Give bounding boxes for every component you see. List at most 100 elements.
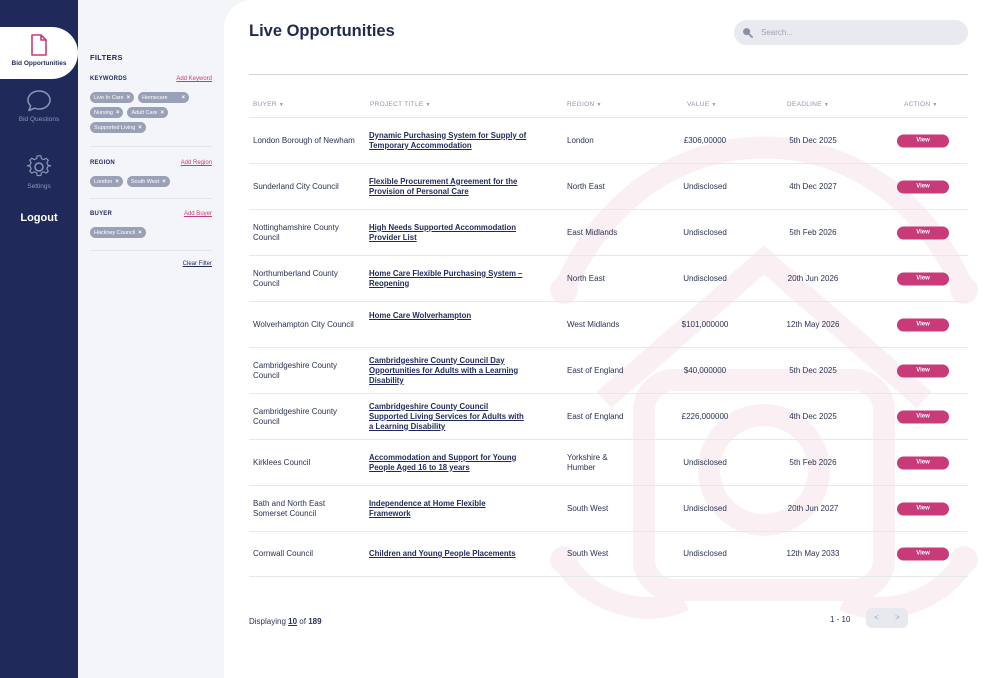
remove-chip-icon[interactable]: × xyxy=(160,109,164,116)
keyword-chip: Homecare × xyxy=(138,92,190,103)
deadline-cell: 5th Dec 2025 xyxy=(789,135,837,145)
add-region-link[interactable]: Add Region xyxy=(180,160,212,166)
deadline-cell: 5th Feb 2026 xyxy=(789,457,837,467)
project-link[interactable]: Dynamic Purchasing System for Supply of … xyxy=(369,130,527,150)
buyer-cell: Cornwall Council xyxy=(253,549,314,558)
remove-chip-icon[interactable]: × xyxy=(126,94,131,101)
view-button[interactable]: View xyxy=(897,318,949,331)
table-row: Wolverhampton City Council Home Care Wol… xyxy=(249,301,968,347)
view-button[interactable]: View xyxy=(897,410,949,423)
column-header-region[interactable]: REGION ▼ xyxy=(567,101,602,108)
view-button[interactable]: View xyxy=(897,547,949,561)
sort-caret-icon: ▼ xyxy=(823,102,830,108)
view-button[interactable]: View xyxy=(897,226,949,239)
deadline-cell: 5th Dec 2025 xyxy=(789,365,837,375)
results-shown: 10 xyxy=(288,617,298,626)
project-link[interactable]: Home Care Wolverhampton xyxy=(369,310,472,320)
table-row: Cambridgeshire County Council Cambridges… xyxy=(249,393,968,439)
add-keyword-link[interactable]: Add Keyword xyxy=(176,76,212,82)
column-header-value[interactable]: VALUE ▼ xyxy=(687,101,717,108)
buyer-cell: Cambridgeshire County Council xyxy=(253,406,338,426)
table-row: London Borough of Newham Dynamic Purchas… xyxy=(249,117,968,163)
filter-divider xyxy=(90,250,212,251)
buyer-cell: Cambridgeshire County Council xyxy=(253,360,338,380)
buyer-title: BUYER xyxy=(90,211,113,217)
column-header-deadline[interactable]: DEADLINE ▼ xyxy=(787,101,830,108)
region-chip: South West × xyxy=(126,176,170,187)
remove-chip-icon[interactable]: × xyxy=(115,109,120,116)
region-cell: East of England xyxy=(567,411,624,421)
chat-bubble-icon xyxy=(27,90,51,112)
keywords-filter: KEYWORDS Add Keyword Live In Care × Homec… xyxy=(90,74,212,133)
column-header-project[interactable]: PROJECT TITLE ▼ xyxy=(370,101,431,108)
keyword-chips: Live In Care × Homecare × Nursing × Adult C… xyxy=(90,92,212,133)
project-link[interactable]: Children and Young People Placements xyxy=(369,549,516,558)
next-page-button[interactable]: > xyxy=(895,613,900,622)
sort-caret-icon: ▼ xyxy=(932,102,938,108)
project-link[interactable]: Cambridgeshire County Council Supported … xyxy=(369,401,524,431)
keyword-chip: Adult Care × xyxy=(127,107,168,118)
project-link[interactable]: Flexible Procurement Agreement for the P… xyxy=(369,176,518,196)
nav-item-label: Bid Questions xyxy=(18,116,60,123)
view-button[interactable]: View xyxy=(897,456,949,469)
column-header-buyer[interactable]: BUYER ▼ xyxy=(253,101,285,108)
value-cell: Undisclosed xyxy=(683,273,727,283)
column-header-action[interactable]: ACTION ▼ xyxy=(904,101,938,108)
keyword-chip: Nursing × xyxy=(90,107,124,118)
view-button[interactable]: View xyxy=(897,502,949,515)
region-cell: West Midlands xyxy=(567,319,620,329)
search-input[interactable] xyxy=(761,28,951,37)
region-cell: South West xyxy=(567,549,609,558)
table-row: Kirklees Council Accommodation and Suppo… xyxy=(249,439,968,485)
project-link[interactable]: Cambridgeshire County Council Day Opport… xyxy=(369,355,519,385)
value-cell: £226,000000 xyxy=(681,411,729,421)
value-cell: Undisclosed xyxy=(683,181,727,191)
remove-chip-icon[interactable]: × xyxy=(138,124,142,131)
remove-chip-icon[interactable]: × xyxy=(181,94,186,101)
buyer-cell: Northumberland County Council xyxy=(253,268,338,288)
project-link[interactable]: Independence at Home Flexible Framework xyxy=(369,498,486,518)
remove-chip-icon[interactable]: × xyxy=(162,178,166,185)
buyer-cell: Wolverhampton City Council xyxy=(253,319,354,329)
search-bar[interactable] xyxy=(734,20,968,45)
nav-item-settings[interactable]: Settings xyxy=(0,154,78,206)
region-cell: Yorkshire & Humber xyxy=(567,452,608,472)
region-cell: South West xyxy=(567,503,609,513)
main-content: Live Opportunities BUYER▼ PROJECT TITLE▼… xyxy=(224,0,1000,678)
nav-item-label: Bid Opportunities xyxy=(11,60,67,67)
buyer-chips: Hackney Council × xyxy=(90,227,212,238)
clear-filter-link[interactable]: Clear Filter xyxy=(182,261,212,267)
value-cell: Undisclosed xyxy=(683,503,727,513)
header-divider xyxy=(249,74,968,75)
side-nav: Bid Opportunities Bid Questions Settings… xyxy=(0,0,78,678)
page-range: 1 - 10 xyxy=(830,615,851,624)
region-cell: East of England xyxy=(567,365,624,375)
remove-chip-icon[interactable]: × xyxy=(138,229,142,236)
project-link[interactable]: Home Care Flexible Purchasing System – R… xyxy=(369,268,523,288)
sort-caret-icon: ▼ xyxy=(711,102,717,108)
project-link[interactable]: Accommodation and Support for Young Peop… xyxy=(369,452,517,472)
project-link[interactable]: High Needs Supported Accommodation Provi… xyxy=(369,222,516,242)
add-buyer-link[interactable]: Add Buyer xyxy=(183,211,212,217)
table-header: BUYER ▼ PROJECT TITLE ▼ REGION ▼ VALUE ▼ DEA… xyxy=(249,101,968,115)
table-row: Sunderland City Council Flexible Procure… xyxy=(249,163,968,209)
deadline-cell: 12th May 2026 xyxy=(786,319,840,329)
results-total: 189 xyxy=(308,617,322,626)
filters-panel: FILTERS KEYWORDS Add Keyword Live In Car… xyxy=(78,0,224,678)
view-button[interactable]: View xyxy=(897,364,949,377)
view-button[interactable]: View xyxy=(897,180,949,193)
region-cell: East Midlands xyxy=(567,227,618,237)
logout-button[interactable]: Logout xyxy=(20,212,58,224)
prev-page-button[interactable]: < xyxy=(874,613,879,622)
view-button[interactable]: View xyxy=(897,272,949,285)
table-row: Bath and North East Somerset Council Ind… xyxy=(249,485,968,531)
view-button[interactable]: View xyxy=(897,134,949,147)
remove-chip-icon[interactable]: × xyxy=(115,178,119,185)
gear-icon xyxy=(26,155,52,177)
deadline-cell: 4th Dec 2025 xyxy=(789,411,837,421)
nav-item-bid-opportunities[interactable]: Bid Opportunities xyxy=(0,27,78,79)
deadline-cell: 20th Jun 2027 xyxy=(787,503,839,513)
page-title: Live Opportunities xyxy=(249,22,395,40)
nav-item-bid-questions[interactable]: Bid Questions xyxy=(0,89,78,141)
region-cell: North East xyxy=(567,181,605,191)
